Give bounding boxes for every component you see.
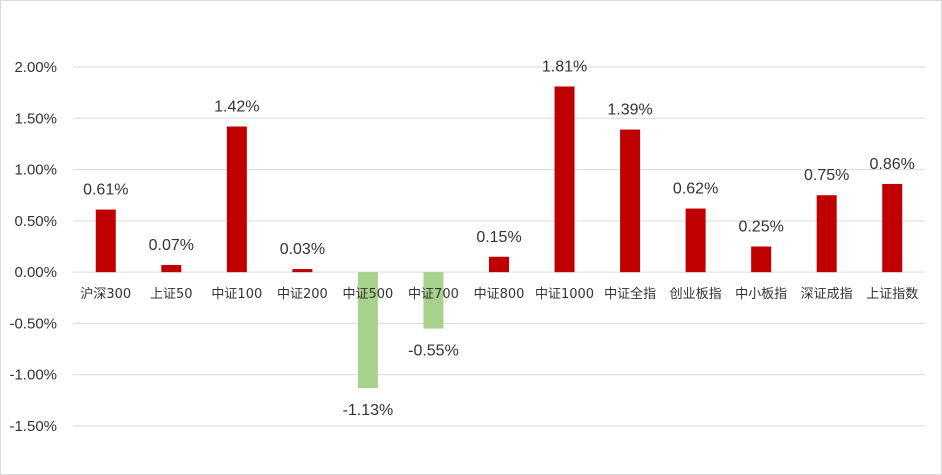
bar xyxy=(226,126,247,273)
y-tick-label: -1.50% xyxy=(9,418,57,435)
x-tick-label: 深证成指 xyxy=(801,287,853,302)
y-tick-label: 1.50% xyxy=(14,110,57,127)
bar xyxy=(357,272,378,389)
x-axis-ticks: 沪深300 上证50 中证100 中证200 中证500 中证700 中证800 中证1000… xyxy=(80,286,918,302)
data-label: 0.61% xyxy=(83,182,128,199)
bars xyxy=(95,86,903,389)
y-tick-label: 0.50% xyxy=(14,213,57,230)
x-tick-label: 中证200 xyxy=(277,287,328,302)
bar xyxy=(292,269,313,273)
data-label: -1.13% xyxy=(343,402,394,419)
data-label: 1.39% xyxy=(607,102,652,119)
y-tick-label: -1.00% xyxy=(9,367,57,384)
bar xyxy=(882,183,903,273)
bar xyxy=(161,264,182,273)
bar xyxy=(489,256,509,273)
bar xyxy=(423,272,444,329)
x-tick-label: 中证全指 xyxy=(604,286,656,302)
x-tick-label: 中证500 xyxy=(343,287,394,302)
x-tick-label: 沪深300 xyxy=(80,286,131,302)
data-label: 0.03% xyxy=(280,241,325,258)
y-tick-label: -0.50% xyxy=(9,315,57,332)
bar xyxy=(751,246,772,273)
data-label: 0.62% xyxy=(673,181,718,198)
data-label: 0.75% xyxy=(804,167,849,184)
data-labels: 0.61% 0.07% 1.42% 0.03% -1.13% -0.55% 0.15% 1.8… xyxy=(83,58,915,419)
x-tick-label: 上证50 xyxy=(150,287,193,302)
y-tick-label: 2.00% xyxy=(14,59,57,76)
data-label: 0.25% xyxy=(738,219,783,236)
bar xyxy=(95,209,116,273)
bar xyxy=(685,208,706,273)
x-tick-label: 中小板指 xyxy=(735,287,787,302)
x-tick-label: 中证800 xyxy=(474,287,525,302)
x-tick-label: 中证1000 xyxy=(535,287,594,302)
bar xyxy=(620,129,641,273)
data-label: -0.55% xyxy=(408,343,459,360)
x-tick-label: 上证指数 xyxy=(866,287,918,302)
data-label: 0.07% xyxy=(149,237,194,254)
data-label: 1.81% xyxy=(542,58,587,75)
x-tick-label: 中证100 xyxy=(211,287,262,302)
gridlines xyxy=(73,66,925,427)
x-tick-label: 创业板指 xyxy=(670,287,722,302)
y-tick-label: 0.00% xyxy=(14,264,57,281)
y-tick-label: 1.00% xyxy=(14,162,57,179)
bar xyxy=(816,195,837,273)
data-label: 0.15% xyxy=(476,229,521,246)
y-axis-ticks: 2.00% 1.50% 1.00% 0.50% 0.00% -0.50% -1.00% -1.… xyxy=(9,59,57,435)
x-tick-label: 中证700 xyxy=(408,287,459,302)
bar xyxy=(554,86,575,273)
data-label: 0.86% xyxy=(870,156,915,173)
data-label: 1.42% xyxy=(214,98,259,115)
